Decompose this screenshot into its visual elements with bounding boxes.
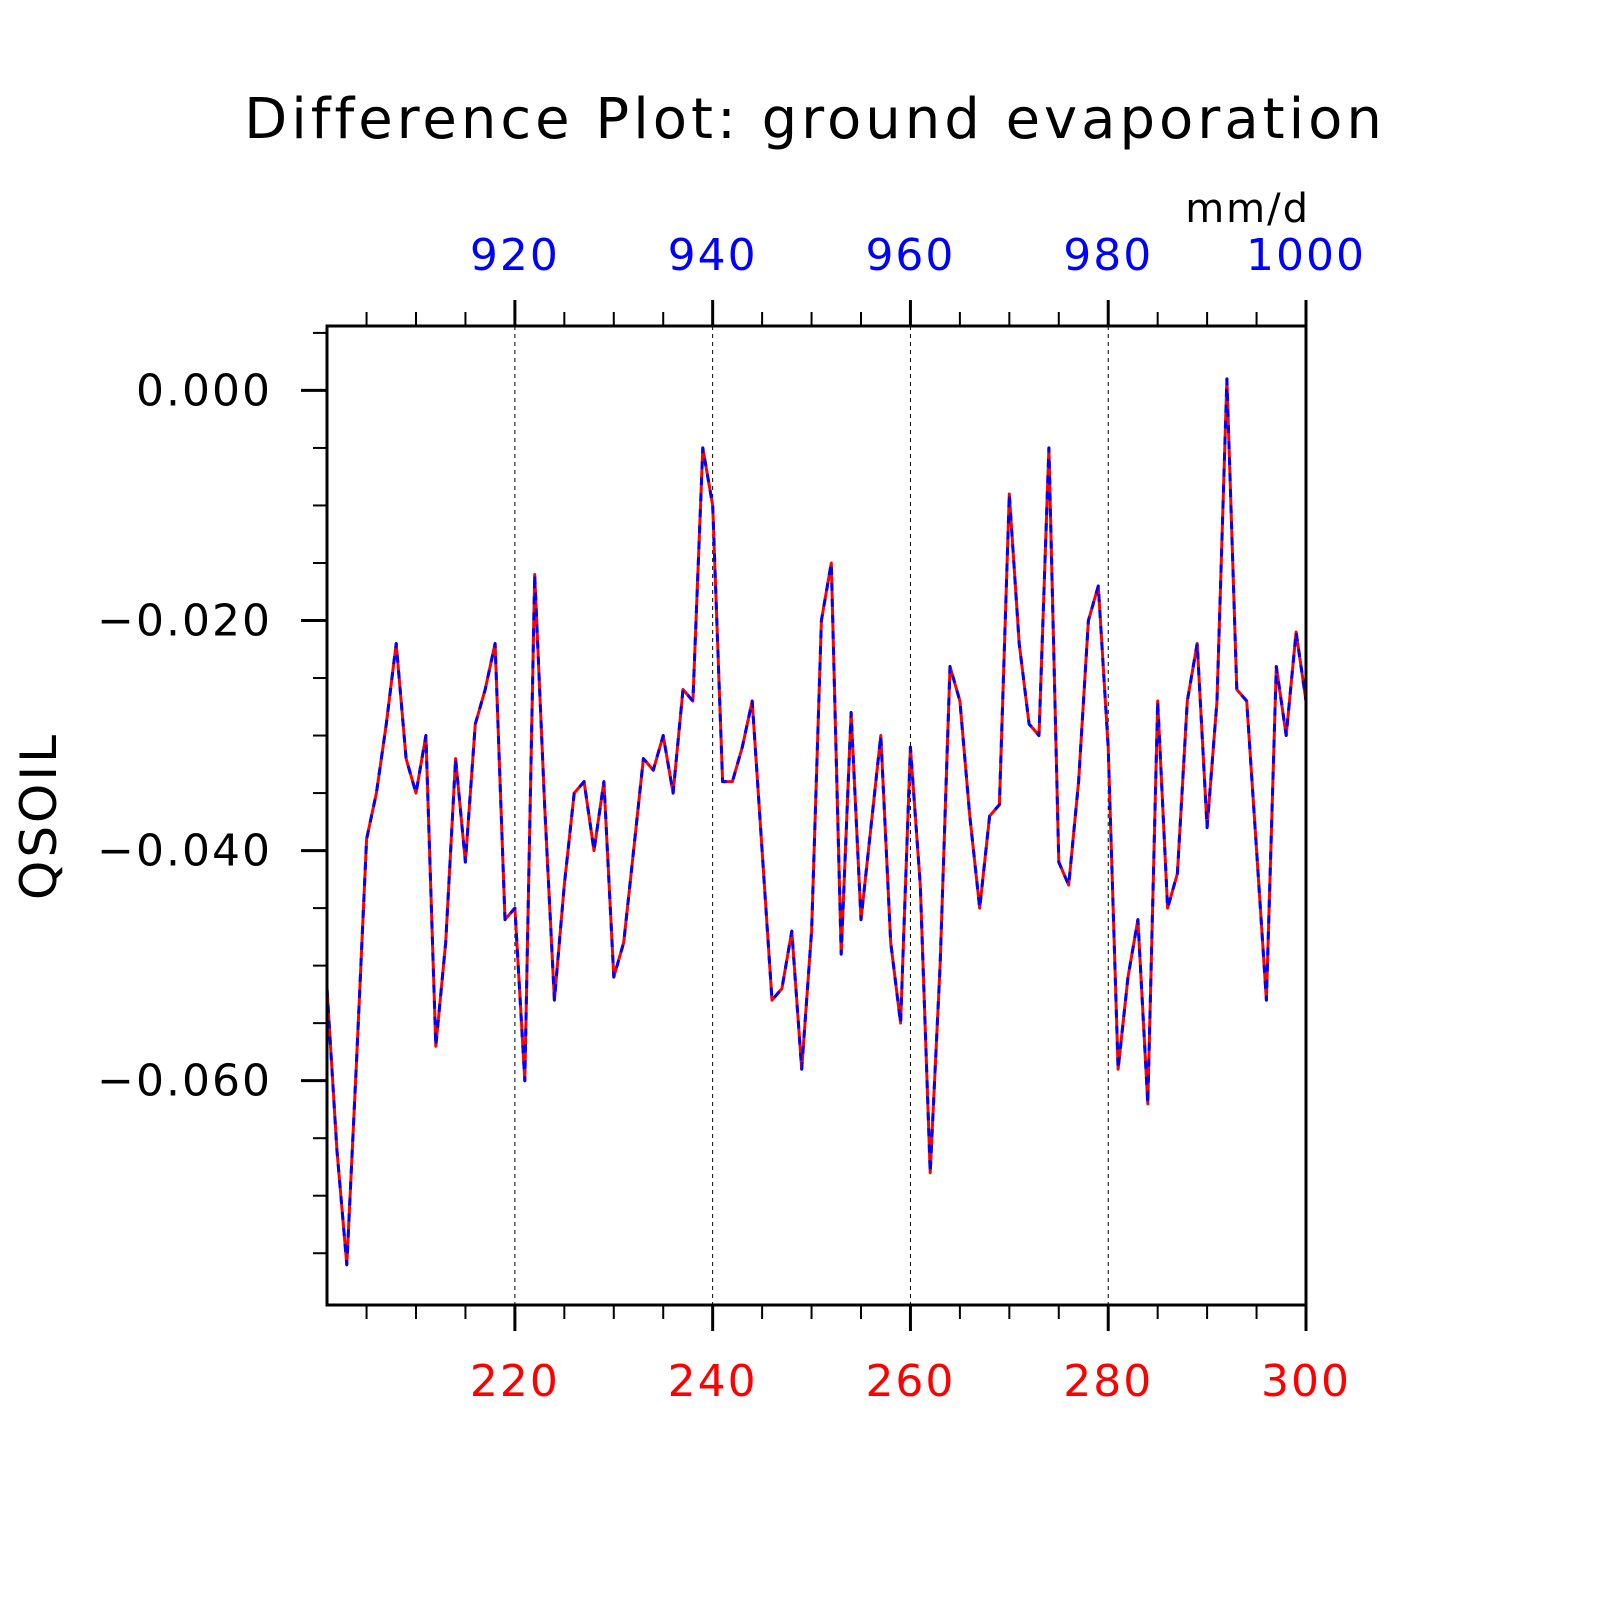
x-bottom-tick-label: 300 — [1261, 1356, 1351, 1407]
units-label: mm/d — [1185, 186, 1310, 232]
x-bottom-tick-label: 220 — [470, 1356, 560, 1407]
x-top-tick-label: 980 — [1063, 230, 1153, 281]
x-top-tick-label: 1000 — [1246, 230, 1366, 281]
y-tick-label: −0.020 — [97, 596, 272, 647]
grid-lines — [514, 326, 1109, 1305]
x-top-tick-label: 960 — [865, 230, 955, 281]
plot-frame — [325, 324, 1308, 1307]
axis-ticks — [301, 300, 1308, 1331]
tick-labels: 0.000 −0.020 −0.040 −0.060 220 240 260 280 300 92… — [97, 230, 1366, 1407]
series-line-1 — [325, 377, 1308, 1267]
series-lines — [325, 377, 1308, 1267]
series-line-2 — [325, 377, 1308, 1267]
x-bottom-tick-label: 260 — [865, 1356, 955, 1407]
y-tick-label: 0.000 — [136, 365, 272, 416]
x-top-tick-label: 940 — [668, 230, 758, 281]
chart-title: Difference Plot: ground evaporation — [244, 87, 1386, 152]
y-tick-label: −0.040 — [97, 826, 272, 877]
y-axis-label: QSOIL — [10, 732, 68, 900]
x-top-tick-label: 920 — [470, 230, 560, 281]
y-tick-label: −0.060 — [97, 1056, 272, 1107]
x-bottom-tick-label: 240 — [668, 1356, 758, 1407]
x-bottom-tick-label: 280 — [1063, 1356, 1153, 1407]
